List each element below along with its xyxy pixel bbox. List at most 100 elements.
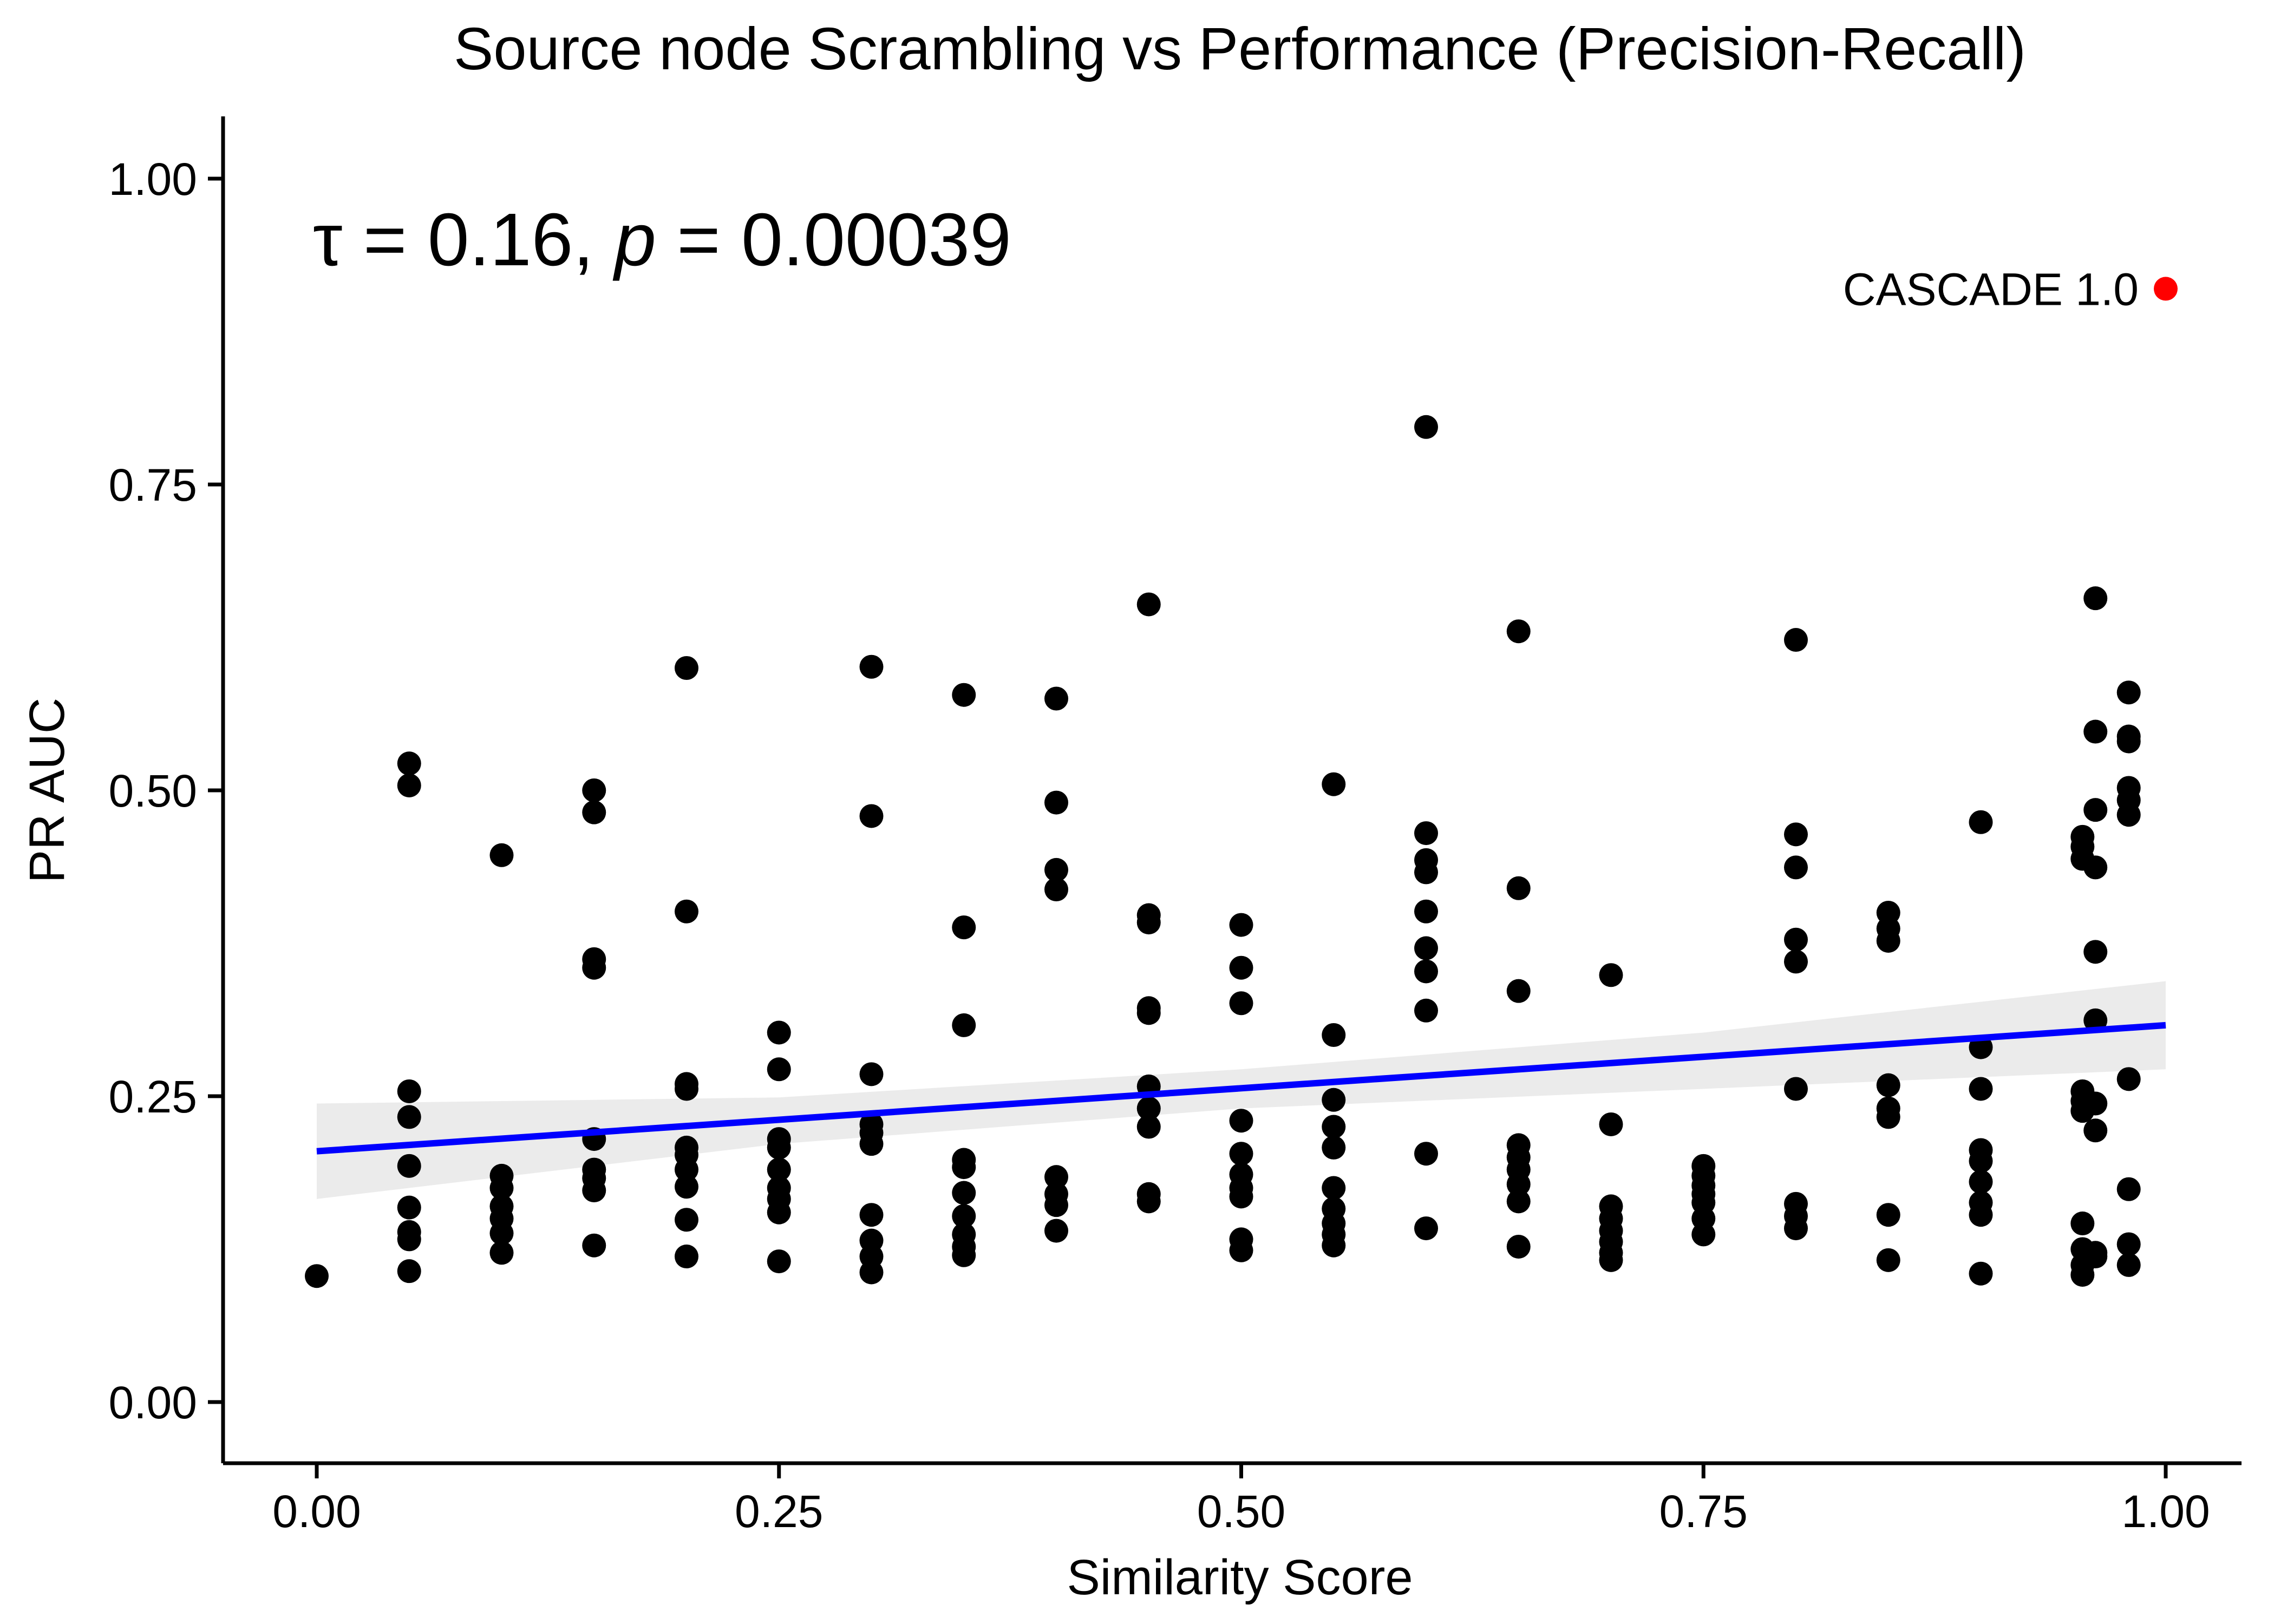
data-point: [675, 1077, 698, 1101]
data-point: [1044, 878, 1068, 902]
data-point: [1506, 619, 1531, 644]
data-point: [489, 843, 514, 867]
data-point: [859, 654, 884, 679]
tau-symbol: τ: [313, 198, 343, 281]
data-point: [2083, 940, 2108, 964]
data-point: [1322, 1135, 1346, 1160]
data-point: [1506, 1189, 1531, 1214]
data-points: [305, 415, 2141, 1288]
data-point: [1229, 991, 1253, 1016]
data-point: [1506, 876, 1531, 900]
data-point: [952, 915, 976, 940]
data-point: [2116, 680, 2141, 705]
data-point: [1322, 1023, 1346, 1047]
data-point: [1322, 1088, 1346, 1112]
data-point: [1876, 1203, 1900, 1227]
data-point: [1322, 772, 1346, 796]
data-point: [767, 1157, 791, 1182]
data-point: [952, 1204, 976, 1228]
data-point: [1044, 686, 1068, 711]
data-point: [675, 1175, 698, 1199]
chart-title: Source node Scrambling vs Performance (P…: [454, 16, 2026, 82]
data-point: [952, 1155, 976, 1180]
data-point: [1414, 899, 1438, 924]
data-point: [1229, 1184, 1253, 1209]
data-point: [2116, 729, 2141, 754]
y-tick-label: 0.00: [109, 1377, 198, 1428]
data-point: [675, 1245, 698, 1269]
data-point: [397, 1154, 421, 1178]
y-axis-ticks: 0.00 0.25 0.50 0.75 1.00: [109, 154, 223, 1428]
x-tick-label: 1.00: [2121, 1486, 2210, 1537]
data-point: [582, 955, 606, 980]
data-point: [2116, 1232, 2141, 1256]
data-point: [1044, 1165, 1068, 1189]
data-point: [767, 1249, 791, 1274]
data-point: [767, 1057, 791, 1082]
y-tick-label: 0.25: [109, 1071, 198, 1122]
data-point: [767, 1135, 791, 1160]
data-point: [859, 1203, 884, 1227]
regression-line: [316, 1021, 2166, 1155]
data-point: [1229, 1238, 1253, 1262]
data-point: [1969, 1261, 1993, 1286]
data-point: [305, 1264, 329, 1288]
data-point: [489, 1176, 514, 1200]
data-point: [1414, 415, 1438, 439]
x-tick-label: 0.50: [1197, 1486, 1286, 1537]
data-point: [1414, 1142, 1438, 1166]
data-point: [1506, 979, 1531, 1003]
data-point: [767, 1020, 791, 1045]
data-point: [2083, 719, 2108, 744]
data-point: [1229, 1142, 1253, 1166]
data-point: [397, 1105, 421, 1129]
y-tick-label: 1.00: [109, 154, 198, 205]
data-point: [582, 800, 606, 824]
data-point: [675, 656, 698, 680]
data-point: [1414, 959, 1438, 984]
data-point: [397, 1195, 421, 1220]
reference-point: [2154, 277, 2178, 301]
data-point: [1784, 628, 1808, 652]
data-point: [2083, 586, 2108, 611]
data-point: [1784, 855, 1808, 880]
data-point: [2116, 1253, 2141, 1277]
data-point: [582, 778, 606, 802]
data-point: [397, 1227, 421, 1252]
data-point: [859, 1260, 884, 1285]
x-axis-title: Similarity Score: [1067, 1550, 1413, 1605]
data-point: [952, 683, 976, 707]
data-point: [1136, 592, 1161, 617]
data-point: [675, 899, 698, 924]
correlation-annotation: τ = 0.16, p = 0.00039: [313, 198, 1011, 281]
data-point: [2116, 803, 2141, 827]
data-point: [1506, 1172, 1531, 1196]
data-point: [1969, 1077, 1993, 1101]
data-point: [1044, 1219, 1068, 1243]
data-point: [1784, 949, 1808, 974]
p-value: = 0.00039: [656, 198, 1011, 281]
data-point: [2083, 798, 2108, 822]
data-point: [1969, 1149, 1993, 1173]
data-point: [859, 1062, 884, 1086]
data-point: [1599, 963, 1623, 987]
data-point: [1784, 1077, 1808, 1101]
data-point: [1784, 927, 1808, 952]
y-tick-label: 0.75: [109, 460, 198, 510]
data-point: [1136, 911, 1161, 935]
data-point: [1229, 955, 1253, 980]
data-point: [1969, 1170, 1993, 1194]
data-point: [1414, 821, 1438, 846]
data-point: [1876, 1248, 1900, 1272]
data-point: [2083, 1245, 2108, 1269]
data-point: [1044, 857, 1068, 882]
data-point: [397, 751, 421, 776]
data-point: [1876, 1073, 1900, 1097]
data-point: [2116, 1067, 2141, 1091]
data-point: [952, 1013, 976, 1037]
data-point: [1599, 1112, 1623, 1136]
y-axis-title: PR AUC: [19, 698, 75, 883]
y-tick-label: 0.50: [109, 765, 198, 816]
data-point: [1414, 998, 1438, 1023]
